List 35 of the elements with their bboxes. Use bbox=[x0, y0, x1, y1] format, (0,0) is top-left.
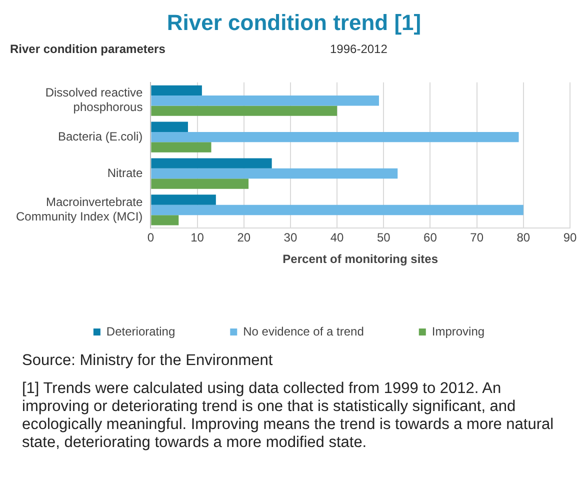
chart-subtitle: 1996-2012 bbox=[330, 42, 388, 56]
x-tick-label: 60 bbox=[424, 230, 438, 245]
bar bbox=[151, 158, 272, 168]
legend-label: No evidence of a trend bbox=[243, 324, 364, 338]
bar bbox=[151, 194, 216, 205]
source-note: Source: Ministry for the Environment bbox=[22, 352, 274, 370]
y-tick-label: Bacteria (E.coli) bbox=[58, 129, 143, 144]
bar bbox=[151, 204, 524, 216]
bar bbox=[151, 168, 398, 179]
y-axis-title: River condition parameters bbox=[10, 42, 166, 56]
legend-label: Deteriorating bbox=[106, 324, 176, 338]
x-tick-label: 40 bbox=[330, 230, 344, 245]
x-tick-label: 70 bbox=[470, 230, 484, 245]
x-tick-label: 30 bbox=[284, 230, 298, 245]
bar bbox=[151, 85, 202, 96]
bar bbox=[151, 132, 519, 142]
bar bbox=[151, 178, 249, 189]
x-tick-label: 0 bbox=[147, 230, 154, 245]
x-tick-label: 90 bbox=[563, 230, 577, 245]
x-tick-label: 80 bbox=[516, 230, 530, 245]
bar bbox=[151, 122, 188, 132]
legend-label: Improving bbox=[432, 324, 485, 338]
text: [1] Trends were calculated using data collected from 1999 to 2012. An improving or deteriorating trend is one that is statistically significant, and ecologically meaningful. Improving means the trend is towards a more natural state, deteriorating towards a more modified state. bbox=[22, 380, 555, 452]
bar bbox=[151, 142, 212, 152]
bar bbox=[151, 106, 338, 116]
x-tick-label: 50 bbox=[376, 230, 391, 245]
y-tick-label: Nitrate bbox=[107, 166, 144, 180]
x-axis-title: Percent of monitoring sites bbox=[282, 252, 438, 266]
bar bbox=[151, 96, 379, 106]
y-tick-label: Macroinvertebrate Community Index (MCI) bbox=[16, 195, 144, 224]
x-tick-label: 10 bbox=[190, 230, 204, 245]
y-tick-label: Dissolved reactive phosphorous bbox=[45, 86, 144, 114]
x-tick-label: 20 bbox=[237, 230, 251, 245]
bar bbox=[151, 215, 179, 226]
chart-title: River condition trend [1] bbox=[166, 9, 422, 37]
